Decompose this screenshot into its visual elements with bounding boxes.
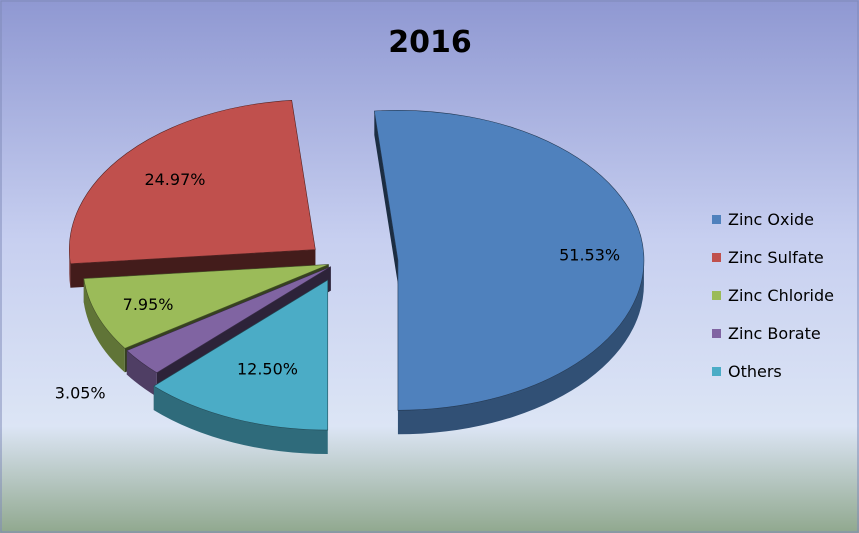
pie-slice-zinc-chloride-top <box>83 264 329 349</box>
data-label-zinc-chloride: 7.95% <box>123 295 174 314</box>
legend-swatch-others <box>712 367 721 376</box>
pie-slice-others-rim-0 <box>153 386 328 455</box>
pie-slice-others-top <box>153 279 329 431</box>
pie-slice-zinc-borate-rim-0 <box>126 350 157 397</box>
pie-slice-zinc-oxide-rim-0 <box>397 260 644 435</box>
legend-item-zinc-oxide: Zinc Oxide <box>712 210 814 229</box>
pie-slice-zinc-sulfate-top <box>69 99 316 265</box>
legend-swatch-zinc-borate <box>712 329 721 338</box>
legend-item-zinc-chloride: Zinc Chloride <box>712 286 834 305</box>
legend-item-others: Others <box>712 362 782 381</box>
pie-slice-zinc-chloride-rim-0 <box>83 278 125 373</box>
legend-item-zinc-borate: Zinc Borate <box>712 324 821 343</box>
data-label-layer: 51.53% 24.97% 7.95% 3.05% 12.50% <box>55 170 620 403</box>
legend-label-zinc-oxide: Zinc Oxide <box>728 210 814 229</box>
legend-swatch-zinc-chloride <box>712 291 721 300</box>
legend-label-zinc-borate: Zinc Borate <box>728 324 821 343</box>
pie-slice-zinc-oxide <box>373 110 645 435</box>
data-label-zinc-oxide: 51.53% <box>559 246 620 265</box>
legend-label-zinc-sulfate: Zinc Sulfate <box>728 248 824 267</box>
pie-layer <box>69 99 645 455</box>
legend: Zinc Oxide Zinc Sulfate Zinc Chloride Zinc … <box>712 210 834 381</box>
pie-slice-zinc-oxide-top <box>373 110 645 411</box>
data-label-others: 12.50% <box>237 360 298 379</box>
legend-item-zinc-sulfate: Zinc Sulfate <box>712 248 824 267</box>
legend-swatch-zinc-sulfate <box>712 253 721 262</box>
pie-slice-zinc-oxide-wall-0 <box>374 110 398 285</box>
pie-slice-zinc-borate-top <box>126 266 331 374</box>
pie-slice-others <box>153 279 329 455</box>
legend-swatch-zinc-oxide <box>712 215 721 224</box>
data-label-zinc-borate: 3.05% <box>55 384 106 403</box>
chart-title: 2016 <box>388 25 472 60</box>
legend-label-zinc-chloride: Zinc Chloride <box>728 286 834 305</box>
data-label-zinc-sulfate: 24.97% <box>144 170 205 189</box>
legend-label-others: Others <box>728 362 782 381</box>
